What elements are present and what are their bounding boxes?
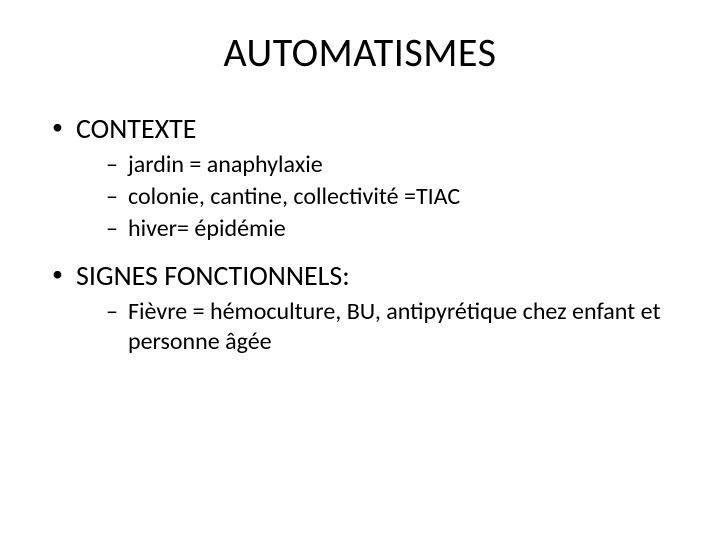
bullet-list-level1: CONTEXTE jardin = anaphylaxie colonie, c…: [40, 111, 680, 357]
level2-text: Fièvre = hémoculture, BU, antipyrétique …: [128, 297, 661, 356]
list-item: jardin = anaphylaxie: [106, 150, 680, 180]
list-item: hiver= épidémie: [106, 214, 680, 244]
list-item: colonie, cantine, collectivité =TIAC: [106, 182, 680, 212]
list-item: SIGNES FONCTIONNELS: Fièvre = hémocultur…: [48, 258, 680, 357]
level2-text: hiver= épidémie: [128, 214, 286, 243]
level2-text: jardin = anaphylaxie: [128, 150, 323, 179]
list-item: CONTEXTE jardin = anaphylaxie colonie, c…: [48, 111, 680, 244]
level2-text: colonie, cantine, collectivité =TIAC: [128, 182, 460, 211]
bullet-list-level2: Fièvre = hémoculture, BU, antipyrétique …: [76, 297, 680, 357]
level1-label: CONTEXTE: [76, 111, 196, 146]
list-item: Fièvre = hémoculture, BU, antipyrétique …: [106, 297, 680, 357]
bullet-list-level2: jardin = anaphylaxie colonie, cantine, c…: [76, 150, 680, 244]
slide: AUTOMATISMES CONTEXTE jardin = anaphylax…: [0, 0, 720, 540]
level1-label: SIGNES FONCTIONNELS:: [76, 258, 350, 293]
slide-title: AUTOMATISMES: [40, 28, 680, 77]
